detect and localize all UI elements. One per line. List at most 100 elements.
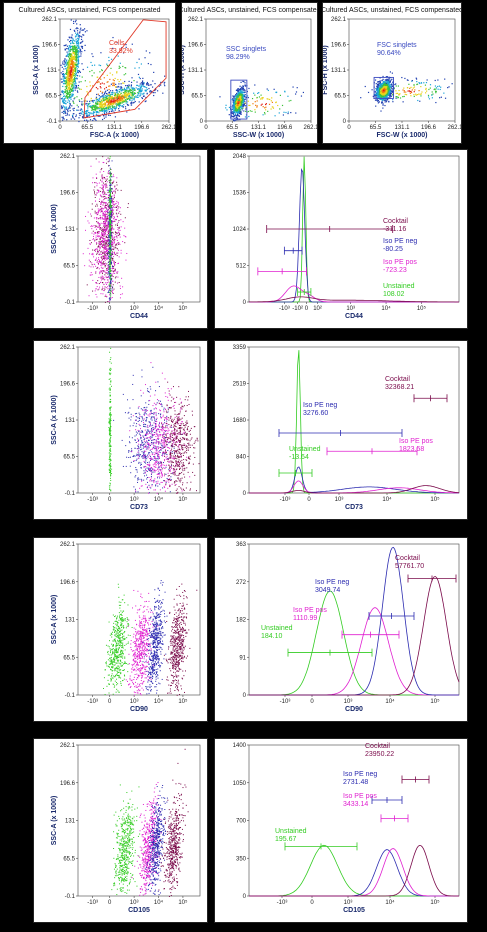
- event-point: [135, 95, 137, 98]
- event-point: [79, 109, 81, 111]
- event-point: [74, 65, 76, 67]
- event-point: [71, 58, 73, 60]
- event-point: [112, 101, 114, 103]
- event-point: [265, 109, 267, 111]
- event-point: [111, 215, 113, 217]
- event-point: [122, 241, 124, 243]
- event-point: [105, 246, 107, 248]
- event-point: [239, 89, 241, 92]
- event-point: [74, 77, 77, 80]
- event-point: [94, 191, 96, 193]
- event-point: [76, 43, 78, 45]
- event-point: [74, 36, 77, 38]
- event-point: [93, 105, 95, 108]
- event-point: [92, 230, 94, 232]
- event-point: [241, 107, 244, 109]
- event-point: [104, 251, 106, 253]
- event-point: [155, 88, 157, 91]
- event-point: [102, 231, 104, 233]
- event-point: [75, 85, 78, 87]
- event-point: [114, 220, 116, 222]
- event-point: [95, 205, 97, 207]
- event-point: [64, 111, 66, 113]
- event-point: [121, 105, 123, 107]
- event-point: [77, 35, 79, 37]
- event-point: [413, 86, 416, 88]
- event-point: [233, 101, 235, 103]
- event-point: [106, 109, 108, 112]
- event-point: [118, 65, 120, 67]
- event-point: [62, 78, 64, 80]
- event-point: [241, 94, 243, 96]
- event-point: [99, 208, 101, 210]
- event-point: [418, 82, 420, 84]
- event-point: [107, 217, 109, 219]
- event-point: [271, 101, 274, 103]
- event-point: [102, 237, 104, 239]
- event-point: [100, 227, 102, 229]
- event-point: [375, 105, 377, 107]
- event-point: [116, 213, 118, 215]
- event-point: [98, 81, 100, 83]
- event-point: [75, 64, 77, 66]
- event-point: [129, 92, 131, 94]
- event-point: [97, 110, 99, 113]
- event-point: [110, 248, 112, 250]
- event-point: [100, 222, 102, 224]
- event-point: [64, 73, 66, 76]
- event-point: [63, 98, 66, 100]
- event-point: [109, 274, 111, 276]
- event-point: [116, 209, 118, 211]
- event-point: [95, 99, 97, 101]
- event-point: [102, 293, 104, 295]
- event-point: [141, 84, 143, 86]
- event-point: [101, 232, 103, 234]
- event-point: [241, 97, 243, 100]
- event-point: [284, 90, 286, 92]
- event-point: [93, 256, 95, 258]
- event-point: [119, 102, 121, 104]
- event-point: [70, 90, 72, 92]
- event-point: [62, 70, 64, 73]
- event-point: [105, 86, 107, 89]
- event-point: [111, 235, 113, 237]
- event-point: [108, 225, 110, 227]
- event-point: [105, 197, 107, 199]
- event-point: [111, 234, 113, 236]
- event-point: [381, 91, 384, 93]
- event-point: [123, 101, 125, 103]
- event-point: [75, 35, 77, 37]
- event-point: [72, 73, 74, 75]
- event-point: [102, 213, 104, 215]
- event-point: [112, 82, 114, 84]
- event-point: [254, 101, 256, 103]
- event-point: [119, 229, 121, 231]
- event-point: [112, 182, 114, 184]
- event-point: [378, 83, 380, 85]
- event-point: [70, 63, 72, 66]
- event-point: [387, 81, 389, 83]
- event-point: [92, 113, 94, 115]
- event-point: [383, 91, 385, 94]
- event-point: [140, 94, 142, 96]
- y-tick-label: 0: [200, 119, 204, 125]
- event-point: [141, 80, 144, 82]
- event-point: [65, 114, 67, 117]
- event-point: [420, 95, 422, 97]
- event-point: [379, 95, 381, 97]
- event-point: [106, 81, 108, 83]
- x-axis-label: FSC-W (x 1000): [377, 132, 428, 139]
- x-tick-label: 10⁵: [178, 305, 188, 312]
- event-point: [243, 103, 245, 105]
- event-point: [77, 37, 79, 39]
- event-point: [92, 111, 94, 113]
- event-point: [82, 113, 84, 116]
- event-point: [115, 276, 117, 278]
- event-point: [103, 226, 105, 228]
- event-point: [98, 224, 100, 226]
- event-point: [66, 47, 68, 50]
- event-point: [107, 197, 109, 199]
- event-point: [103, 115, 105, 117]
- event-point: [111, 265, 113, 267]
- event-point: [131, 102, 133, 104]
